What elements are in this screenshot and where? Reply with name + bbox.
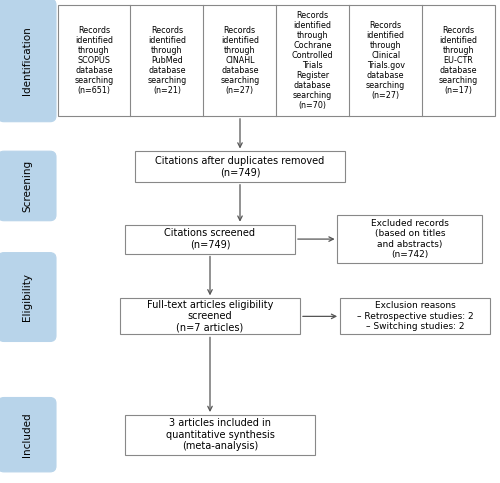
Text: Identification: Identification [22,26,32,95]
Text: Full-text articles eligibility
screened
(n=7 articles): Full-text articles eligibility screened … [147,300,273,333]
FancyBboxPatch shape [338,215,482,263]
FancyBboxPatch shape [125,225,295,254]
FancyBboxPatch shape [0,151,56,221]
Text: Included: Included [22,412,32,457]
Text: Citations after duplicates removed
(n=749): Citations after duplicates removed (n=74… [156,156,324,177]
FancyBboxPatch shape [0,398,56,472]
Text: Records
identified
through
CINAHL
database
searching
(n=27): Records identified through CINAHL databa… [220,26,260,95]
FancyBboxPatch shape [135,151,345,182]
FancyBboxPatch shape [120,298,300,334]
Text: Records
identified
through
Clinical
Trials.gov
database
searching
(n=27): Records identified through Clinical Tria… [366,21,405,100]
Text: Eligibility: Eligibility [22,273,32,321]
Text: Exclusion reasons
– Retrospective studies: 2
– Switching studies: 2: Exclusion reasons – Retrospective studie… [356,301,474,331]
FancyBboxPatch shape [340,298,490,334]
Text: Records
identified
through
SCOPUS
database
searching
(n=651): Records identified through SCOPUS databa… [74,26,114,95]
FancyBboxPatch shape [0,0,56,122]
Text: Citations screened
(n=749): Citations screened (n=749) [164,228,256,250]
Text: Screening: Screening [22,160,32,212]
Text: 3 articles included in
quantitative synthesis
(meta-analysis): 3 articles included in quantitative synt… [166,418,274,451]
Text: Excluded records
(based on titles
and abstracts)
(n=742): Excluded records (based on titles and ab… [371,219,449,259]
Text: Records
identified
through
Cochrane
Controlled
Trials
Register
database
searchin: Records identified through Cochrane Cont… [292,11,334,110]
Text: Records
identified
through
EU-CTR
database
searching
(n=17): Records identified through EU-CTR databa… [439,26,478,95]
Text: Records
identified
through
PubMed
database
searching
(n=21): Records identified through PubMed databa… [147,26,186,95]
FancyBboxPatch shape [125,415,315,455]
FancyBboxPatch shape [0,253,56,341]
FancyBboxPatch shape [58,5,495,116]
